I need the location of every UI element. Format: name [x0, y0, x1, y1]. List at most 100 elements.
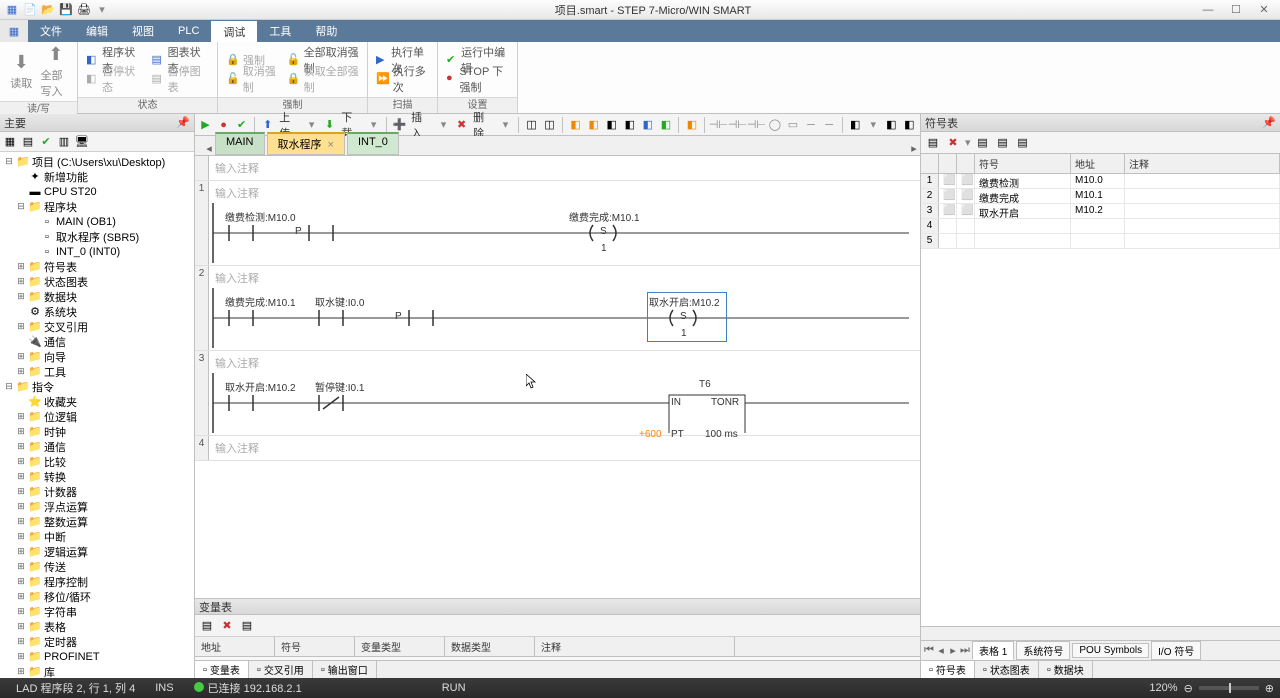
exec-multi-button[interactable]: ⏩执行多次: [374, 70, 431, 88]
tree-node[interactable]: ⊞📁中断: [0, 529, 194, 544]
right-tab[interactable]: I/O 符号: [1151, 641, 1201, 660]
tree-node[interactable]: ⊞📁时钟: [0, 424, 194, 439]
tb-icon-1[interactable]: ▦: [2, 134, 18, 150]
right-tab[interactable]: 表格 1: [972, 641, 1014, 660]
menu-编辑[interactable]: 编辑: [74, 20, 120, 42]
menu-帮助[interactable]: 帮助: [303, 20, 349, 42]
stop-icon[interactable]: ●: [215, 116, 232, 134]
bottom-tab[interactable]: ▫交叉引用: [249, 661, 313, 678]
tb-drop[interactable]: ▾: [865, 116, 882, 134]
symbol-row[interactable]: 3⬜⬜取水开启M10.2: [921, 204, 1280, 219]
sym-tb-4[interactable]: ▤: [995, 135, 1011, 151]
zoom-out-button[interactable]: ⊖: [1184, 682, 1193, 695]
print-icon[interactable]: 🖨: [76, 2, 92, 18]
minimize-button[interactable]: —: [1196, 2, 1220, 18]
right-btab[interactable]: ▫状态图表: [975, 661, 1039, 678]
tree-node[interactable]: ⊞📁符号表: [0, 259, 194, 274]
compile-icon[interactable]: ✔: [233, 116, 250, 134]
network-2[interactable]: 2输入注释缴费完成:M10.1取水键:I0.0P取水开启:M10.2S1: [195, 266, 920, 351]
tree-node[interactable]: ⊞📁逻辑运算: [0, 544, 194, 559]
tb-misc-17[interactable]: ◧: [847, 116, 864, 134]
tree-node[interactable]: ⊞📁表格: [0, 619, 194, 634]
tree-node[interactable]: ⚙系统块: [0, 304, 194, 319]
tree-node[interactable]: ⊞📁库: [0, 664, 194, 678]
tree-node[interactable]: ⊞📁浮点运算: [0, 499, 194, 514]
tb-misc-10[interactable]: ⊣⊢: [709, 116, 727, 134]
stop-force-button[interactable]: ●STOP 下强制: [444, 70, 511, 88]
tree-node[interactable]: ✦新增功能: [0, 169, 194, 184]
tree-node[interactable]: ⊞📁交叉引用: [0, 319, 194, 334]
upload-icon[interactable]: ⬆: [259, 116, 276, 134]
symbol-row[interactable]: 5: [921, 234, 1280, 249]
tree-node[interactable]: ⊟📁指令: [0, 379, 194, 394]
menu-app-icon[interactable]: ▦: [0, 20, 28, 42]
var-tb-2[interactable]: ✖: [219, 618, 235, 634]
right-tab[interactable]: 系统符号: [1016, 641, 1070, 660]
tb-misc-9[interactable]: ◧: [683, 116, 700, 134]
read-force-button[interactable]: 🔒读取全部强制: [285, 70, 361, 88]
menu-工具[interactable]: 工具: [257, 20, 303, 42]
tb-misc-12[interactable]: ⊣⊢: [747, 116, 765, 134]
run-icon[interactable]: ▶: [197, 116, 214, 134]
zoom-in-button[interactable]: ⊕: [1265, 682, 1274, 695]
tb-misc-5[interactable]: ◧: [603, 116, 620, 134]
app-icon[interactable]: ▦: [4, 2, 20, 18]
tb-misc-13[interactable]: ◯: [766, 116, 783, 134]
delete-icon[interactable]: ✖: [453, 116, 470, 134]
network-3[interactable]: 3输入注释取水开启:M10.2暂停键:I0.1T6INTONRPT100 ms+…: [195, 351, 920, 436]
right-tab[interactable]: POU Symbols: [1072, 643, 1149, 658]
tree-node[interactable]: ⊞📁比较: [0, 454, 194, 469]
tree-node[interactable]: ⊞📁移位/循环: [0, 589, 194, 604]
network-1[interactable]: 1输入注释缴费检测:M10.0P缴费完成:M10.1S1: [195, 181, 920, 266]
sym-tb-3[interactable]: ▤: [975, 135, 991, 151]
tree-node[interactable]: ▬CPU ST20: [0, 184, 194, 199]
tb-misc-15[interactable]: ─: [803, 116, 820, 134]
sym-tb-5[interactable]: ▤: [1015, 135, 1031, 151]
tb-misc-19[interactable]: ◧: [901, 116, 918, 134]
editor-tab[interactable]: INT_0: [347, 132, 399, 155]
symbol-row[interactable]: 2⬜⬜缴费完成M10.1: [921, 189, 1280, 204]
tree-node[interactable]: ⊞📁向导: [0, 349, 194, 364]
tb-icon-3[interactable]: ✔: [38, 134, 54, 150]
download-drop[interactable]: ▾: [365, 116, 382, 134]
var-tb-3[interactable]: ▤: [239, 618, 255, 634]
tree-node[interactable]: ⊟📁程序块: [0, 199, 194, 214]
var-tb-1[interactable]: ▤: [199, 618, 215, 634]
menu-文件[interactable]: 文件: [28, 20, 74, 42]
pin-icon-right[interactable]: 📌: [1262, 116, 1276, 129]
download-icon[interactable]: ⬇: [321, 116, 338, 134]
tb-misc-16[interactable]: ─: [821, 116, 838, 134]
right-btab[interactable]: ▫符号表: [921, 661, 975, 678]
bottom-tab[interactable]: ▫变量表: [195, 661, 249, 678]
dropdown-icon[interactable]: ▾: [94, 2, 110, 18]
tree-root[interactable]: ⊟📁 项目 (C:\Users\xu\Desktop): [0, 154, 194, 169]
new-icon[interactable]: 📄: [22, 2, 38, 18]
symbol-row[interactable]: 4: [921, 219, 1280, 234]
tb-misc-4[interactable]: ◧: [585, 116, 602, 134]
tb-icon-2[interactable]: ▤: [20, 134, 36, 150]
ladder-editor[interactable]: 输入注释 1输入注释缴费检测:M10.0P缴费完成:M10.1S12输入注释缴费…: [195, 156, 920, 598]
pin-icon[interactable]: 📌: [176, 116, 190, 129]
menu-调试[interactable]: 调试: [211, 20, 257, 42]
insert-icon[interactable]: ➕: [391, 116, 408, 134]
tb-misc-6[interactable]: ◧: [621, 116, 638, 134]
network-4[interactable]: 4输入注释: [195, 436, 920, 461]
unforce-button[interactable]: 🔓取消强制: [224, 70, 281, 88]
sym-tb-2[interactable]: ✖: [945, 135, 961, 151]
upload-drop[interactable]: ▾: [303, 116, 320, 134]
tb-icon-4[interactable]: ▥: [56, 134, 72, 150]
right-btab[interactable]: ▫数据块: [1039, 661, 1093, 678]
pause-chart-button[interactable]: ▤暂停图表: [150, 70, 212, 88]
tree-node[interactable]: 🔌通信: [0, 334, 194, 349]
menu-PLC[interactable]: PLC: [166, 20, 211, 42]
maximize-button[interactable]: ☐: [1224, 2, 1248, 18]
bottom-tab[interactable]: ▫输出窗口: [313, 661, 377, 678]
tree-node[interactable]: ⊞📁通信: [0, 439, 194, 454]
tab-nav-left[interactable]: ◂: [203, 142, 215, 155]
tb-misc-7[interactable]: ◧: [639, 116, 656, 134]
editor-tab[interactable]: MAIN: [215, 132, 265, 155]
tab-nav-right[interactable]: ▸: [908, 142, 920, 155]
tb-misc-2[interactable]: ◫: [541, 116, 558, 134]
tb-misc-18[interactable]: ◧: [883, 116, 900, 134]
symbol-table[interactable]: 符号 地址 注释 1⬜⬜缴费检测M10.02⬜⬜缴费完成M10.13⬜⬜取水开启…: [921, 154, 1280, 626]
